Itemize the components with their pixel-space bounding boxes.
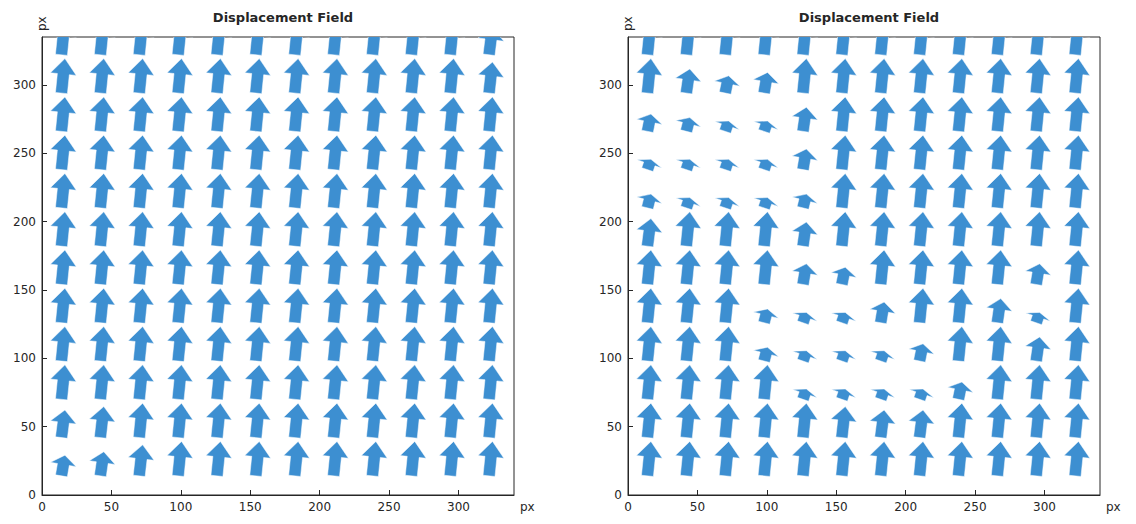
svg-text:150: 150 <box>825 500 848 514</box>
svg-text:px: px <box>1106 500 1121 514</box>
svg-text:50: 50 <box>690 500 705 514</box>
svg-text:px: px <box>35 16 49 31</box>
svg-text:300: 300 <box>13 78 36 92</box>
svg-text:0: 0 <box>624 500 632 514</box>
svg-text:50: 50 <box>104 500 119 514</box>
svg-text:100: 100 <box>599 351 622 365</box>
svg-text:150: 150 <box>599 283 622 297</box>
svg-text:0: 0 <box>38 500 46 514</box>
svg-text:300: 300 <box>447 500 470 514</box>
svg-text:100: 100 <box>169 500 192 514</box>
svg-text:px: px <box>520 500 535 514</box>
svg-text:200: 200 <box>599 215 622 229</box>
svg-text:150: 150 <box>239 500 262 514</box>
svg-text:200: 200 <box>13 215 36 229</box>
svg-text:250: 250 <box>378 500 401 514</box>
svg-text:300: 300 <box>599 78 622 92</box>
svg-text:250: 250 <box>599 146 622 160</box>
svg-text:250: 250 <box>13 146 36 160</box>
svg-text:Displacement Field: Displacement Field <box>213 10 353 25</box>
svg-text:300: 300 <box>1033 500 1056 514</box>
svg-text:50: 50 <box>607 420 622 434</box>
svg-text:50: 50 <box>21 420 36 434</box>
svg-text:0: 0 <box>614 488 622 502</box>
svg-text:250: 250 <box>964 500 987 514</box>
svg-text:0: 0 <box>28 488 36 502</box>
svg-text:100: 100 <box>13 351 36 365</box>
svg-text:200: 200 <box>894 500 917 514</box>
svg-text:100: 100 <box>755 500 778 514</box>
svg-text:Displacement Field: Displacement Field <box>799 10 939 25</box>
svg-text:200: 200 <box>308 500 331 514</box>
svg-text:px: px <box>621 16 635 31</box>
svg-text:150: 150 <box>13 283 36 297</box>
